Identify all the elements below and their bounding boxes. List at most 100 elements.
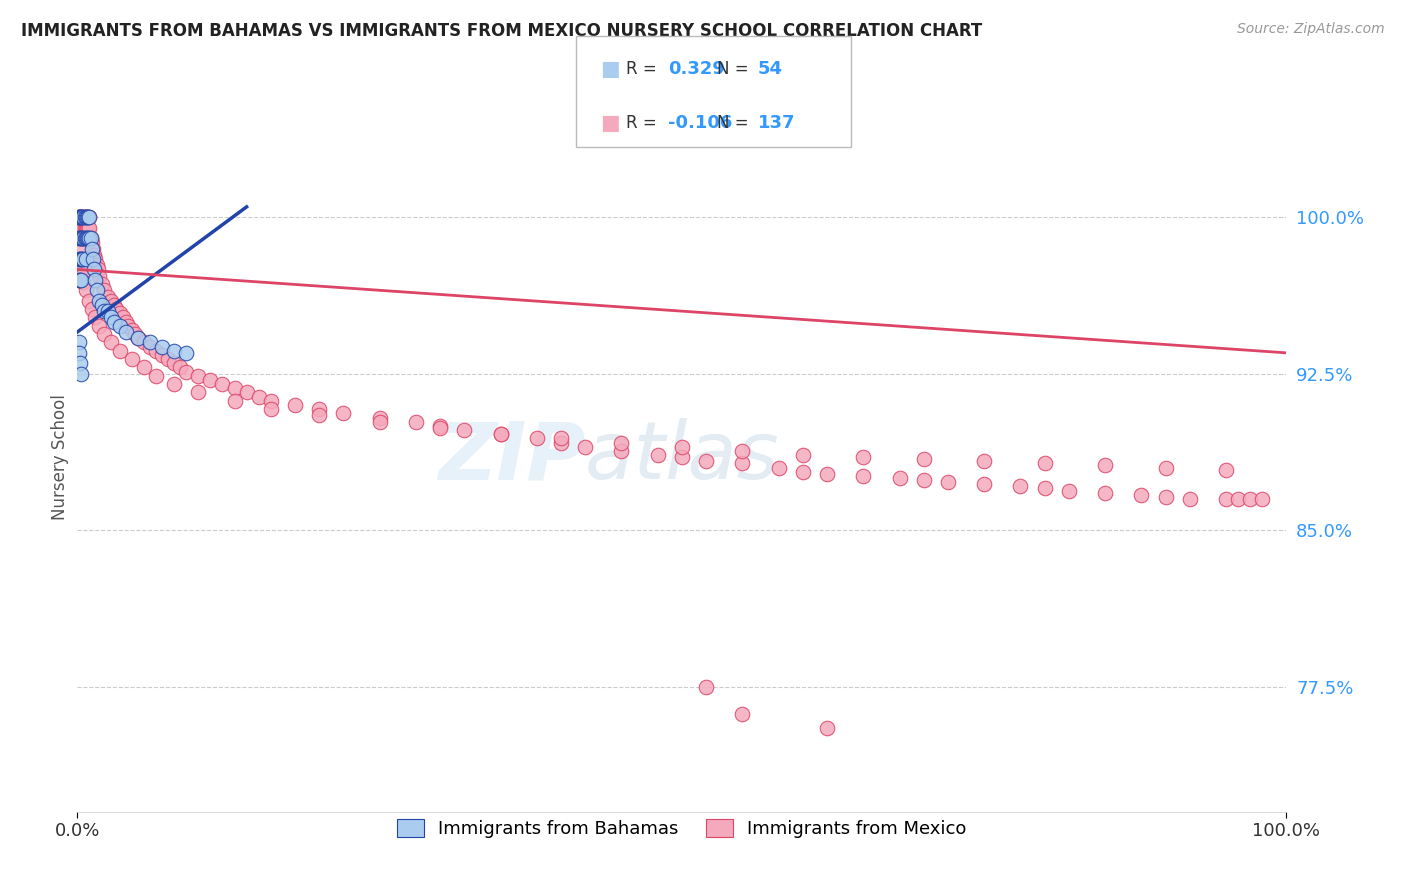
Text: ■: ■ <box>600 59 620 78</box>
Point <box>103 315 125 329</box>
Point <box>70 242 93 256</box>
Point <box>87 262 110 277</box>
Point <box>429 421 451 435</box>
Point <box>405 415 427 429</box>
Point <box>211 377 233 392</box>
Point <box>70 262 93 277</box>
Point <box>69 231 91 245</box>
Point <box>87 318 110 333</box>
Point <box>1178 491 1201 506</box>
Point <box>132 360 155 375</box>
Point <box>76 211 98 225</box>
Point <box>108 343 131 358</box>
Point <box>79 231 101 245</box>
Point <box>103 298 125 312</box>
Point <box>1154 460 1177 475</box>
Point <box>1215 463 1237 477</box>
Text: R =: R = <box>626 114 662 132</box>
Point <box>100 335 122 350</box>
Point <box>792 465 814 479</box>
Point <box>695 454 717 468</box>
Y-axis label: Nursery School: Nursery School <box>51 394 69 520</box>
Point <box>124 327 146 342</box>
Point <box>75 231 97 245</box>
Point <box>912 473 935 487</box>
Point <box>112 310 135 325</box>
Point <box>72 220 94 235</box>
Point <box>912 452 935 467</box>
Point <box>114 325 136 339</box>
Point <box>610 435 633 450</box>
Point <box>815 467 838 481</box>
Point <box>1033 457 1056 471</box>
Point <box>108 306 131 320</box>
Point <box>83 248 105 262</box>
Point <box>70 220 93 235</box>
Point <box>224 381 246 395</box>
Point <box>1010 479 1032 493</box>
Point <box>75 211 97 225</box>
Point <box>157 352 180 367</box>
Point <box>169 360 191 375</box>
Point <box>973 454 995 468</box>
Point <box>105 301 128 316</box>
Point <box>96 289 118 303</box>
Point <box>936 475 959 490</box>
Point <box>67 335 90 350</box>
Point <box>163 356 186 370</box>
Point <box>235 385 257 400</box>
Point <box>90 298 112 312</box>
Point <box>1033 482 1056 496</box>
Point <box>67 211 90 225</box>
Point <box>70 273 93 287</box>
Point <box>145 343 167 358</box>
Point <box>69 211 91 225</box>
Point <box>1057 483 1080 498</box>
Point <box>526 431 548 445</box>
Point <box>792 448 814 462</box>
Point <box>79 231 101 245</box>
Point <box>1227 491 1250 506</box>
Point <box>70 268 93 283</box>
Point <box>852 450 875 464</box>
Point <box>67 252 90 266</box>
Point <box>80 235 103 250</box>
Point <box>889 471 911 485</box>
Point <box>127 331 149 345</box>
Point <box>70 211 93 225</box>
Point <box>67 346 90 360</box>
Point <box>121 323 143 337</box>
Point <box>114 315 136 329</box>
Text: ZIP: ZIP <box>437 418 585 496</box>
Text: -0.106: -0.106 <box>668 114 733 132</box>
Point <box>139 335 162 350</box>
Point <box>90 277 112 291</box>
Point <box>453 423 475 437</box>
Point <box>117 318 139 333</box>
Point <box>489 427 512 442</box>
Point <box>76 220 98 235</box>
Point <box>82 242 104 256</box>
Point <box>731 706 754 721</box>
Point <box>550 431 572 445</box>
Point <box>93 283 115 297</box>
Point <box>67 211 90 225</box>
Point <box>84 310 107 325</box>
Point <box>72 231 94 245</box>
Point <box>69 211 91 225</box>
Text: N =: N = <box>717 114 754 132</box>
Point <box>77 211 100 225</box>
Text: 54: 54 <box>758 60 783 78</box>
Text: Source: ZipAtlas.com: Source: ZipAtlas.com <box>1237 22 1385 37</box>
Point <box>150 348 173 362</box>
Point <box>73 211 96 225</box>
Point <box>200 373 222 387</box>
Point <box>174 365 197 379</box>
Point <box>489 427 512 442</box>
Point <box>671 440 693 454</box>
Point <box>80 242 103 256</box>
Point <box>108 318 131 333</box>
Point <box>308 402 330 417</box>
Legend: Immigrants from Bahamas, Immigrants from Mexico: Immigrants from Bahamas, Immigrants from… <box>389 812 974 846</box>
Point <box>69 231 91 245</box>
